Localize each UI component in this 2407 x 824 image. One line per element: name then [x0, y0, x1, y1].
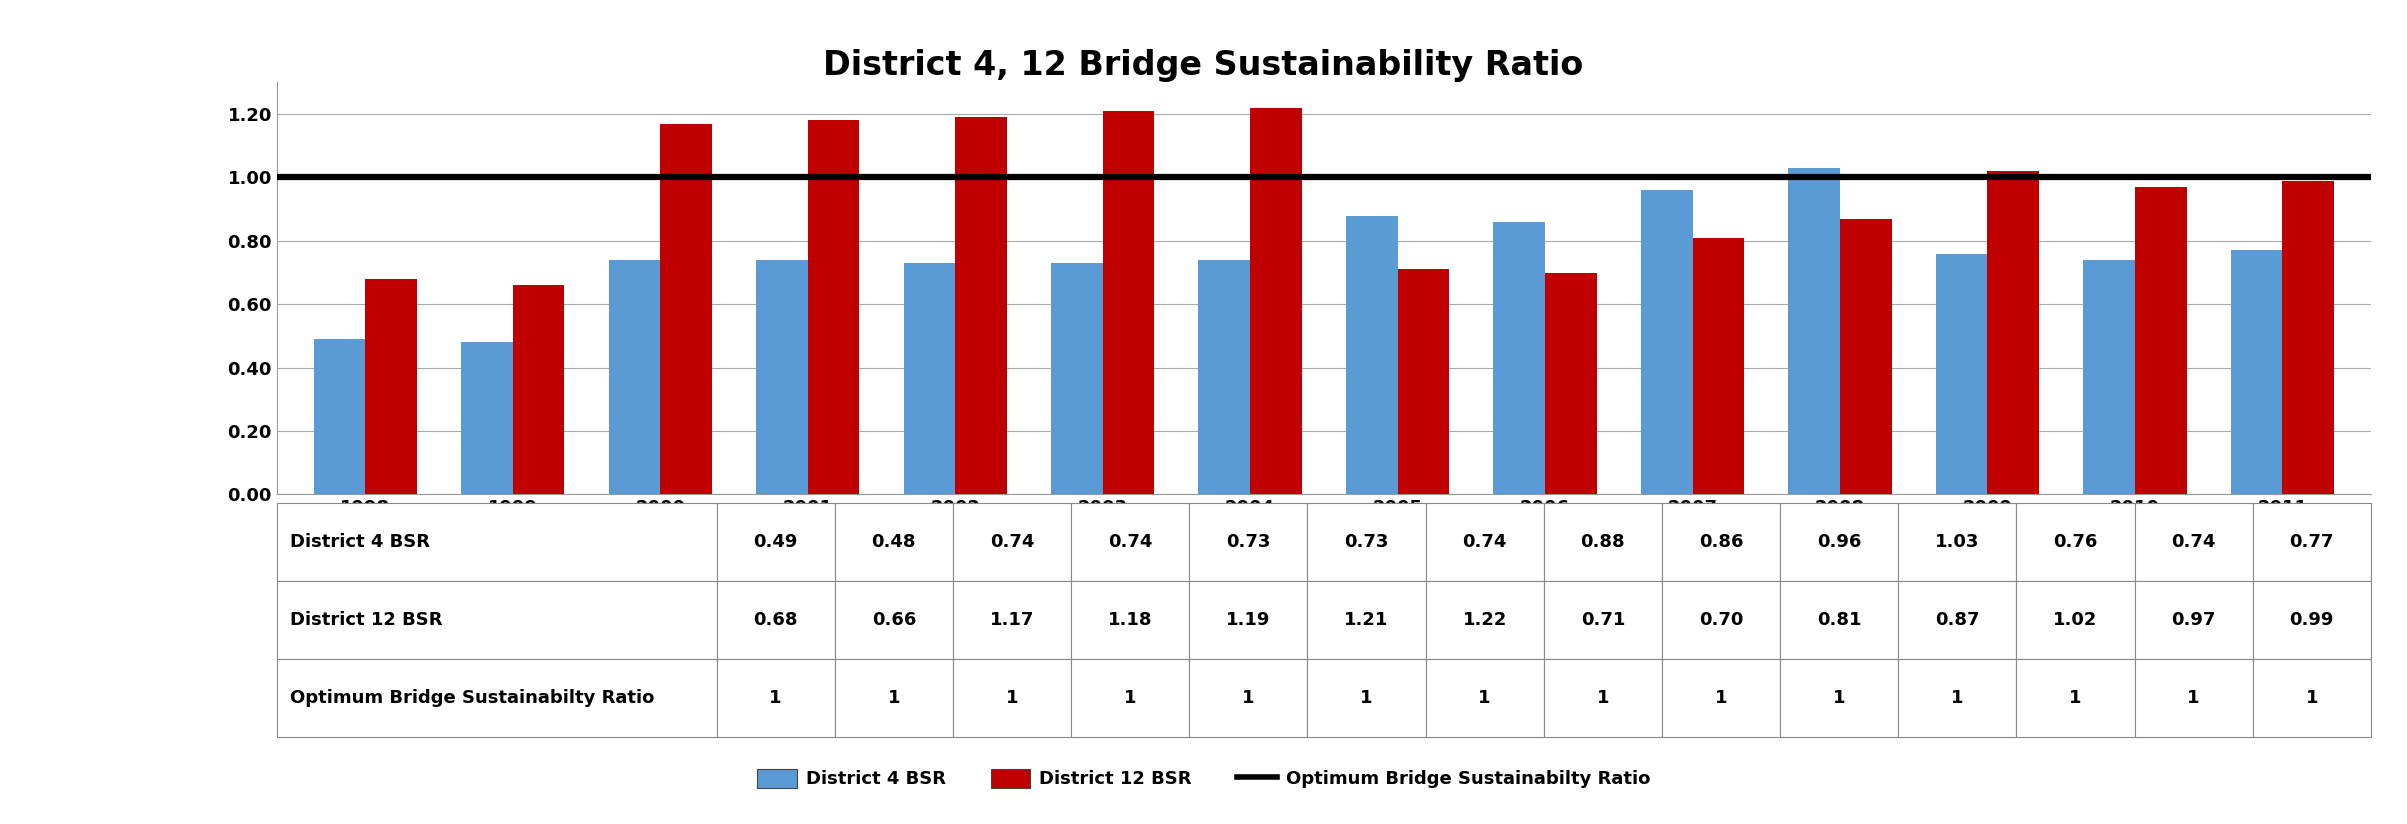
Bar [1102, 111, 1155, 494]
Bar [1692, 237, 1745, 494]
Bar [1642, 190, 1692, 494]
Bar [1249, 108, 1302, 494]
Bar [1199, 260, 1249, 494]
Bar [609, 260, 660, 494]
Bar [660, 124, 712, 494]
Bar [1839, 218, 1892, 494]
Bar [1492, 222, 1545, 494]
Bar [313, 339, 366, 494]
Bar [956, 117, 1006, 494]
Bar [366, 279, 416, 494]
Legend: District 4 BSR, District 12 BSR, Optimum Bridge Sustainabilty Ratio: District 4 BSR, District 12 BSR, Optimum… [749, 761, 1658, 796]
Bar [1398, 269, 1449, 494]
Bar [1346, 216, 1398, 494]
Bar [1935, 254, 1988, 494]
Bar [462, 342, 513, 494]
Bar [756, 260, 809, 494]
Bar [1052, 263, 1102, 494]
Bar [513, 285, 563, 494]
Bar [1545, 273, 1596, 494]
Bar [903, 263, 956, 494]
Bar [1788, 168, 1839, 494]
Bar [1988, 171, 2039, 494]
Bar [2084, 260, 2135, 494]
Bar [2231, 250, 2282, 494]
Bar [2282, 180, 2335, 494]
Bar [2135, 187, 2186, 494]
Bar [809, 120, 859, 494]
Text: District 4, 12 Bridge Sustainability Ratio: District 4, 12 Bridge Sustainability Rat… [823, 49, 1584, 82]
